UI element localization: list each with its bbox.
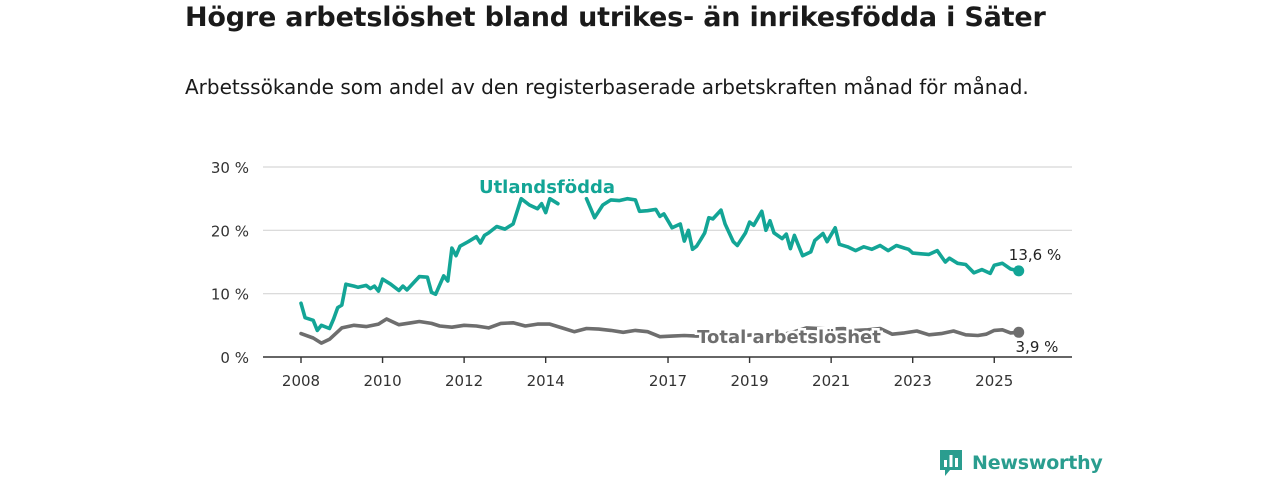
x-tick-label: 2012	[445, 372, 483, 390]
chart-title: Högre arbetslöshet bland utrikes- än inr…	[185, 2, 1046, 33]
x-axis: 2008 2010 2012 2014 2017 2019 2021 2023 2025	[263, 356, 1072, 390]
series-name-label-total-arbetslöshet: Total arbetslöshet	[697, 327, 881, 348]
y-tick-label: 0 %	[220, 349, 249, 367]
series-end-label-total-arbetslöshet: 3,9 %	[1016, 338, 1059, 356]
x-tick-label: 2017	[649, 372, 687, 390]
series-line-total-arbetslöshet	[299, 317, 1021, 345]
x-tick-label: 2023	[894, 372, 932, 390]
brand-logo: Newsworthy	[938, 448, 1103, 478]
x-tick-label: 2010	[363, 372, 401, 390]
y-tick-label: 20 %	[211, 222, 249, 240]
y-tick-label: 30 %	[211, 159, 249, 177]
y-tick-label: 10 %	[211, 286, 249, 304]
series-labels: Utlandsfödda 13,6 % Total arbetslöshet 3,9 …	[476, 175, 1063, 359]
series-end-label-utlandsfödda: 13,6 %	[1009, 246, 1061, 264]
x-tick-label: 2025	[975, 372, 1013, 390]
newsworthy-icon	[940, 450, 962, 476]
gridlines	[263, 166, 1072, 295]
chart-subtitle: Arbetssökande som andel av den registerb…	[185, 75, 1029, 99]
x-tick-label: 2014	[527, 372, 565, 390]
series-lines	[299, 196, 1025, 345]
y-axis: 0 % 10 % 20 % 30 %	[211, 159, 249, 367]
x-tick-label: 2008	[282, 372, 320, 390]
brand-name: Newsworthy	[972, 452, 1103, 474]
series-line-utlandsfödda	[299, 196, 1021, 333]
series-end-point-total-arbetslöshet	[1013, 326, 1025, 338]
x-tick-label: 2021	[812, 372, 850, 390]
x-tick-label: 2019	[730, 372, 768, 390]
series-end-point-utlandsfödda	[1013, 265, 1025, 277]
series-name-label-utlandsfödda: Utlandsfödda	[479, 177, 615, 198]
